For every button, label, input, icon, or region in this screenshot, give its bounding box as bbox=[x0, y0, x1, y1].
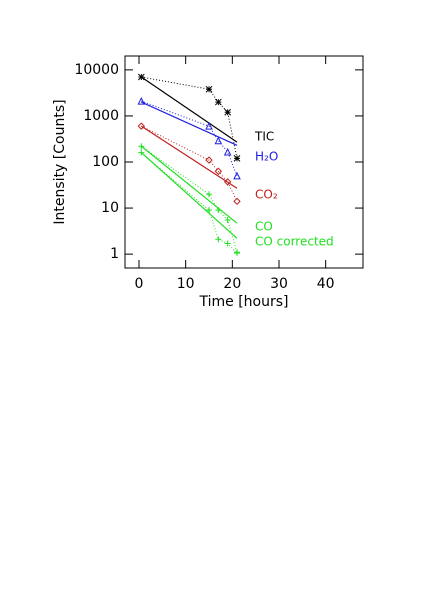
fit-line bbox=[141, 125, 238, 189]
data-line bbox=[141, 125, 238, 202]
marker bbox=[214, 98, 222, 106]
fit-line bbox=[141, 101, 238, 146]
legend-label: CO₂ bbox=[255, 188, 278, 202]
y-tick-label: 1 bbox=[110, 246, 119, 262]
y-tick-label: 10000 bbox=[74, 62, 119, 78]
legend-label: CO bbox=[255, 220, 273, 234]
marker bbox=[214, 136, 223, 145]
marker bbox=[205, 156, 213, 164]
y-tick-label: 1000 bbox=[83, 108, 119, 124]
fit-line bbox=[140, 76, 238, 143]
x-axis-label: Time [hours] bbox=[199, 294, 289, 310]
x-tick-label: 30 bbox=[270, 276, 288, 292]
legend-label: CO corrected bbox=[255, 235, 334, 249]
marker bbox=[224, 217, 231, 224]
legend-label: H₂O bbox=[255, 150, 278, 164]
y-axis-label: Intensity [Counts] bbox=[52, 99, 68, 224]
marker bbox=[223, 178, 232, 186]
marker bbox=[205, 122, 213, 130]
marker bbox=[205, 85, 213, 93]
marker bbox=[215, 236, 222, 243]
marker bbox=[138, 149, 145, 156]
y-tick-label: 10 bbox=[101, 200, 119, 216]
fit-line bbox=[140, 152, 238, 239]
marker bbox=[233, 197, 241, 206]
marker bbox=[206, 191, 212, 198]
marker bbox=[137, 96, 146, 105]
marker bbox=[233, 171, 241, 180]
x-tick-label: 10 bbox=[177, 276, 195, 292]
marker bbox=[224, 108, 232, 116]
marker bbox=[138, 143, 145, 150]
data-line bbox=[141, 145, 238, 253]
marker bbox=[137, 122, 146, 130]
data-line bbox=[141, 100, 238, 177]
marker bbox=[206, 207, 212, 214]
marker bbox=[224, 240, 231, 247]
data-line bbox=[141, 152, 238, 254]
marker bbox=[214, 167, 223, 175]
x-tick-label: 40 bbox=[317, 276, 335, 292]
x-tick-label: 0 bbox=[135, 276, 144, 292]
x-tick-label: 20 bbox=[223, 276, 241, 292]
marker bbox=[215, 207, 222, 214]
y-tick-label: 100 bbox=[92, 154, 119, 170]
marker bbox=[137, 73, 145, 81]
marker bbox=[234, 250, 240, 257]
marker bbox=[233, 154, 241, 162]
marker bbox=[223, 147, 232, 156]
legend-label: TIC bbox=[254, 130, 274, 144]
